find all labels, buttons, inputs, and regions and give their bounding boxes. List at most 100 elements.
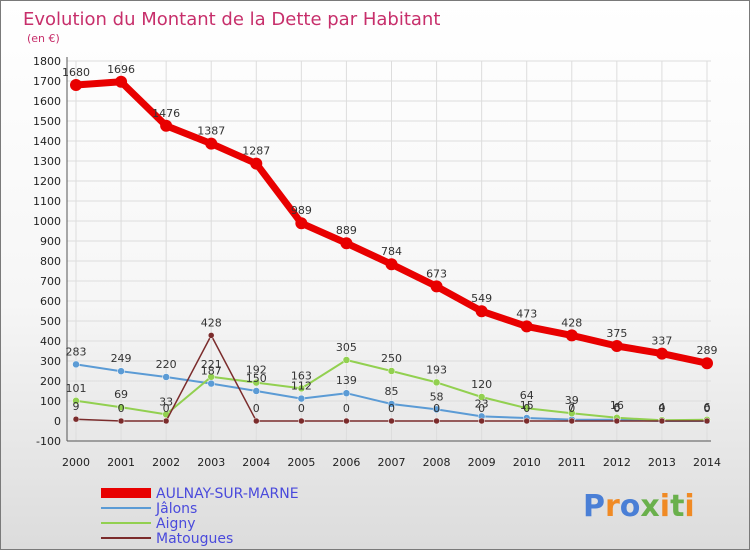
y-tick-label: 0 [54,415,61,428]
data-point [117,417,125,425]
data-label: 249 [111,352,132,365]
data-label: 101 [66,382,87,395]
data-point [70,79,82,91]
y-tick-label: 1400 [33,135,61,148]
y-tick-label: 200 [40,375,61,388]
chart-subtitle: (en €) [27,32,60,45]
data-point [475,305,488,318]
data-label: 0 [613,402,620,415]
x-tick-label: 2009 [468,456,496,469]
data-label: 0 [704,402,711,415]
x-tick-label: 2013 [648,456,676,469]
data-point [655,347,668,360]
data-label: 0 [433,402,440,415]
logo-letter: i [684,489,695,524]
data-label: 428 [561,316,582,329]
data-label: 0 [298,402,305,415]
data-point [72,360,80,369]
y-tick-label: 1800 [33,55,61,68]
legend-label: Matougues [156,531,233,547]
data-label: 187 [201,365,222,378]
data-point [342,389,351,397]
data-label: 0 [658,402,665,415]
series [70,75,713,425]
x-tick-label: 2006 [332,456,360,469]
data-label: 549 [471,292,492,305]
x-tick-label: 2010 [513,456,541,469]
x-tick-label: 2003 [197,456,225,469]
logo-letter: P [583,489,605,524]
y-tick-label: 800 [40,255,61,268]
data-label: 0 [568,402,575,415]
legend-label: Aigny [156,516,196,532]
data-label: 473 [516,307,537,320]
data-label: 9 [73,400,80,413]
data-label: 64 [520,389,534,402]
data-point [432,378,441,387]
data-label: 1387 [197,125,225,138]
data-point [162,373,170,381]
data-point [565,329,578,342]
x-tick-label: 2001 [107,456,135,469]
data-label: 7 [568,401,575,414]
data-label: 15 [520,399,534,412]
data-point [160,119,173,132]
logo-letter: i [659,489,671,524]
y-tick-label: 400 [40,335,61,348]
data-point [522,404,531,412]
data-point [432,405,441,414]
y-tick-label: 300 [40,355,61,368]
y-tick-label: 1300 [33,155,61,168]
x-tick-label: 2012 [603,456,631,469]
data-label: 150 [246,372,267,385]
y-tick-label: 1600 [33,95,61,108]
data-label: 0 [343,402,350,415]
data-point [162,417,170,425]
data-label: 1287 [242,145,270,158]
data-point [297,394,306,403]
data-label: 0 [253,402,260,415]
data-point [385,258,398,271]
data-point [387,400,396,408]
x-tick-label: 2007 [378,456,406,469]
axes: -100010020030040050060070080090010001100… [33,55,721,469]
data-label: 337 [651,335,672,348]
logo-letter: t [670,489,685,524]
data-label: 0 [388,402,395,415]
data-label: 250 [381,352,402,365]
data-label: 163 [291,369,312,382]
data-label: 428 [201,316,222,329]
data-point [298,417,305,425]
data-label: 33 [159,395,173,408]
data-label: 305 [336,341,357,354]
y-tick-label: 1500 [33,115,61,128]
data-point [342,356,351,364]
data-point [72,415,80,423]
x-tick-label: 2002 [152,456,180,469]
data-point [252,387,261,395]
data-label: 0 [704,402,711,415]
data-point [72,397,80,405]
data-point [205,137,218,150]
data-label: 193 [426,363,447,376]
y-tick-label: 1700 [33,75,61,88]
data-label: 220 [156,358,177,371]
data-point [207,373,215,381]
data-label: 112 [291,380,312,393]
data-label: 58 [430,390,444,403]
data-label: 221 [201,358,222,371]
data-label: 0 [118,402,125,415]
data-point [250,157,263,170]
data-label: 192 [246,364,267,377]
data-point [568,417,576,425]
data-point [610,340,623,352]
data-label: 784 [381,245,402,258]
data-point [430,280,443,293]
legend-label: Jâlons [155,501,197,517]
data-label: 0 [163,402,170,415]
y-tick-label: 1000 [33,215,61,228]
proxiti-logo: Proxiti [583,489,695,524]
